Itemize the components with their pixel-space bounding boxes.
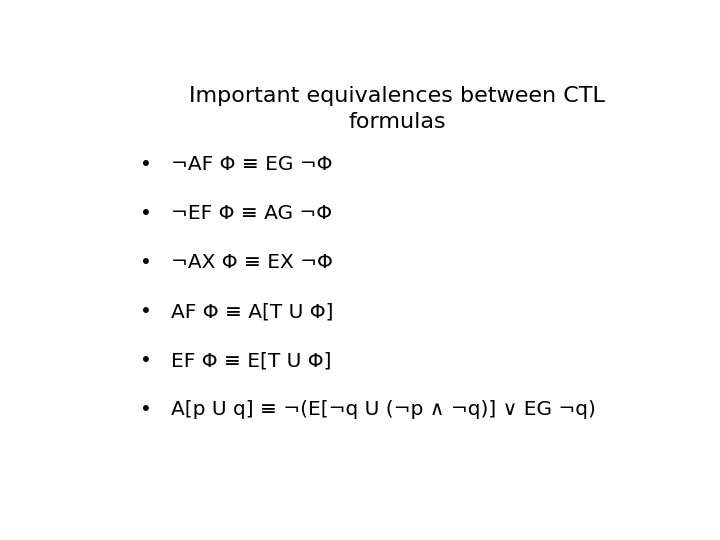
Text: •: • xyxy=(140,352,152,370)
Text: AF Φ ≡ A[T U Φ]: AF Φ ≡ A[T U Φ] xyxy=(171,302,333,321)
Text: •: • xyxy=(140,302,152,321)
Text: ¬AF Φ ≡ EG ¬Φ: ¬AF Φ ≡ EG ¬Φ xyxy=(171,155,333,174)
Text: •: • xyxy=(140,155,152,174)
Text: A[p U q] ≡ ¬(E[¬q U (¬p ∧ ¬q)] ∨ EG ¬q): A[p U q] ≡ ¬(E[¬q U (¬p ∧ ¬q)] ∨ EG ¬q) xyxy=(171,401,595,420)
Text: •: • xyxy=(140,204,152,223)
Text: ¬AX Φ ≡ EX ¬Φ: ¬AX Φ ≡ EX ¬Φ xyxy=(171,253,333,272)
Text: •: • xyxy=(140,253,152,272)
Text: ¬EF Φ ≡ AG ¬Φ: ¬EF Φ ≡ AG ¬Φ xyxy=(171,204,332,223)
Text: EF Φ ≡ E[T U Φ]: EF Φ ≡ E[T U Φ] xyxy=(171,352,331,370)
Text: Important equivalences between CTL
formulas: Important equivalences between CTL formu… xyxy=(189,85,605,132)
Text: •: • xyxy=(140,401,152,420)
